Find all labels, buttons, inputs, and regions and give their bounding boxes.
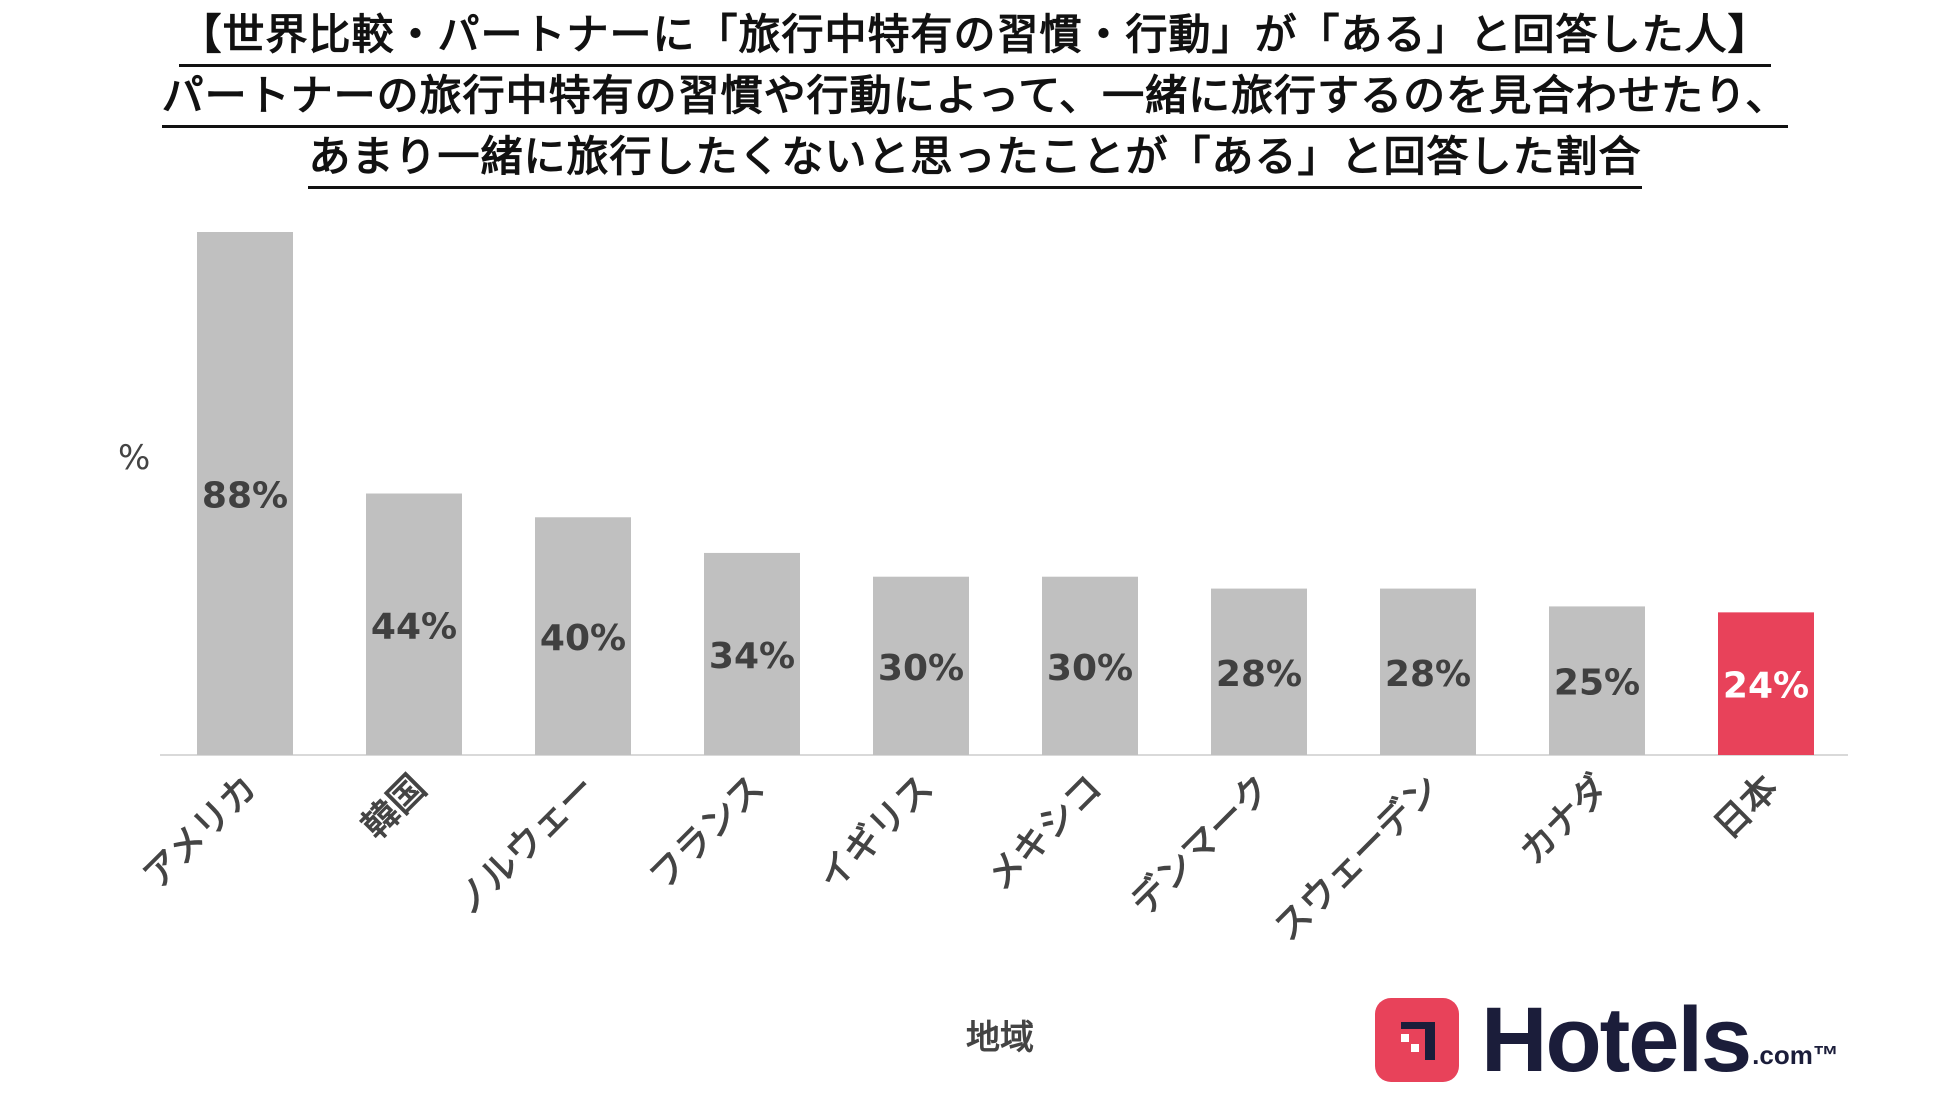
bar-8 xyxy=(1549,606,1645,755)
x-tick-label-3: フランス xyxy=(642,767,772,897)
title-line-3: あまり一緒に旅行したくないと思ったことが「ある」と回答した割合 xyxy=(308,128,1642,189)
data-label-2: 40% xyxy=(540,618,626,659)
x-tick-label-7: スウェーデン xyxy=(1266,767,1448,949)
data-label-3: 34% xyxy=(709,636,795,677)
bar-7 xyxy=(1380,588,1476,755)
data-label-6: 28% xyxy=(1216,654,1302,695)
title-line-1: 【世界比較・パートナーに「旅行中特有の習慣・行動」が「ある」と回答した人】 xyxy=(179,6,1771,67)
logo-wordmark: Hotels xyxy=(1481,989,1752,1091)
data-label-8: 25% xyxy=(1554,663,1640,704)
x-tick-label-4: イギリス xyxy=(811,767,942,898)
x-tick-label-2: ノルウェー xyxy=(447,767,603,923)
bar-1 xyxy=(366,493,462,755)
logo-suffix: .com™ xyxy=(1752,1040,1839,1070)
bar-9 xyxy=(1718,612,1814,755)
bar-3 xyxy=(704,552,800,755)
bar-5 xyxy=(1042,576,1138,755)
data-label-5: 30% xyxy=(1047,648,1133,689)
data-label-0: 88% xyxy=(202,476,288,517)
x-tick-label-9: 日本 xyxy=(1706,767,1786,847)
data-label-4: 30% xyxy=(878,648,964,689)
x-tick-label-1: 韓国 xyxy=(354,767,434,847)
chart-title-block: 【世界比較・パートナーに「旅行中特有の習慣・行動」が「ある」と回答した人】 パー… xyxy=(0,6,1950,189)
x-axis-title: 地域 xyxy=(966,1018,1034,1058)
title-line-2: パートナーの旅行中特有の習慣や行動によって、一緒に旅行するのを見合わせたり、 xyxy=(161,67,1789,128)
x-tick-label-5: メキシコ xyxy=(980,767,1111,898)
data-label-7: 28% xyxy=(1385,654,1471,695)
bar-2 xyxy=(535,517,631,755)
x-tick-label-0: アメリカ xyxy=(136,767,266,897)
x-tick-label-6: デンマーク xyxy=(1122,767,1279,924)
data-label-1: 44% xyxy=(371,606,457,647)
y-axis-unit-label: % xyxy=(118,438,151,478)
bar-4 xyxy=(873,576,969,755)
bar-6 xyxy=(1211,588,1307,755)
hotels-logo-badge-icon xyxy=(1375,998,1459,1082)
data-label-9: 24% xyxy=(1723,666,1809,707)
hotels-com-logo: Hotels .com™ xyxy=(1375,989,1839,1091)
bar-0 xyxy=(197,232,293,755)
x-tick-label-8: カナダ xyxy=(1512,767,1617,872)
